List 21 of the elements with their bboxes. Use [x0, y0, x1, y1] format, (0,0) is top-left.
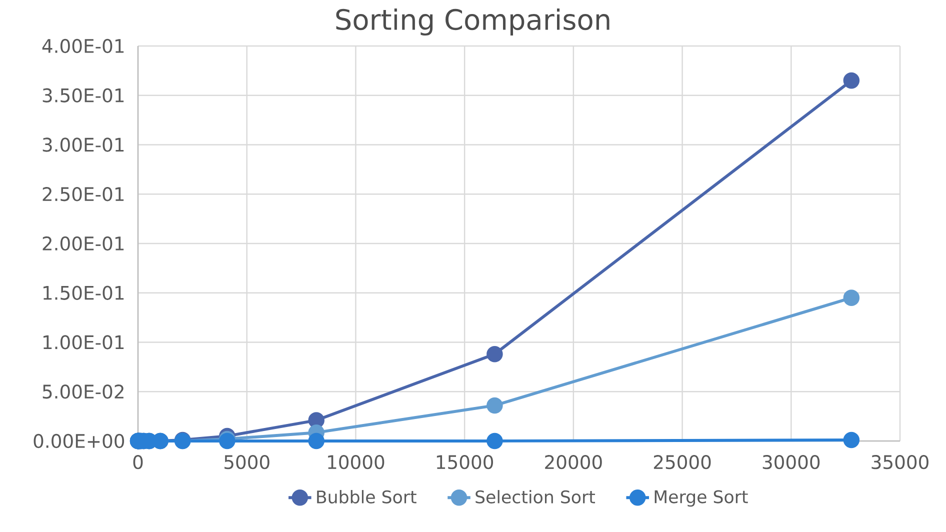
legend-label: Selection Sort: [476, 490, 596, 504]
y-tick-label: 3.50E-01: [42, 88, 124, 102]
x-tick-label: 10000: [328, 455, 384, 470]
x-tick-label: 5000: [224, 455, 270, 470]
x-tick-label: 35000: [872, 455, 928, 470]
y-tick-label: 2.00E-01: [42, 236, 124, 251]
x-tick-label: 25000: [654, 455, 711, 470]
legend-label: Bubble Sort: [317, 490, 416, 504]
x-tick-label: 15000: [436, 455, 494, 470]
y-tick-label: 4.00E-01: [42, 38, 124, 54]
y-tick-label: 2.50E-01: [42, 187, 124, 202]
x-tick-label: 0: [133, 455, 143, 470]
x-tick-label: 30000: [762, 455, 820, 470]
y-tick-label: 5.00E-02: [42, 384, 124, 399]
legend-label: Merge Sort: [654, 490, 748, 507]
x-tick-label: 20000: [545, 455, 602, 470]
y-tick-label: 0.00E+00: [34, 434, 124, 448]
y-tick-label: 1.00E-01: [43, 335, 124, 350]
y-tick-label: 3.00E-01: [42, 138, 124, 152]
chart-title: Sorting Comparison: [336, 8, 610, 36]
y-tick-label: 1.50E-01: [43, 286, 124, 300]
